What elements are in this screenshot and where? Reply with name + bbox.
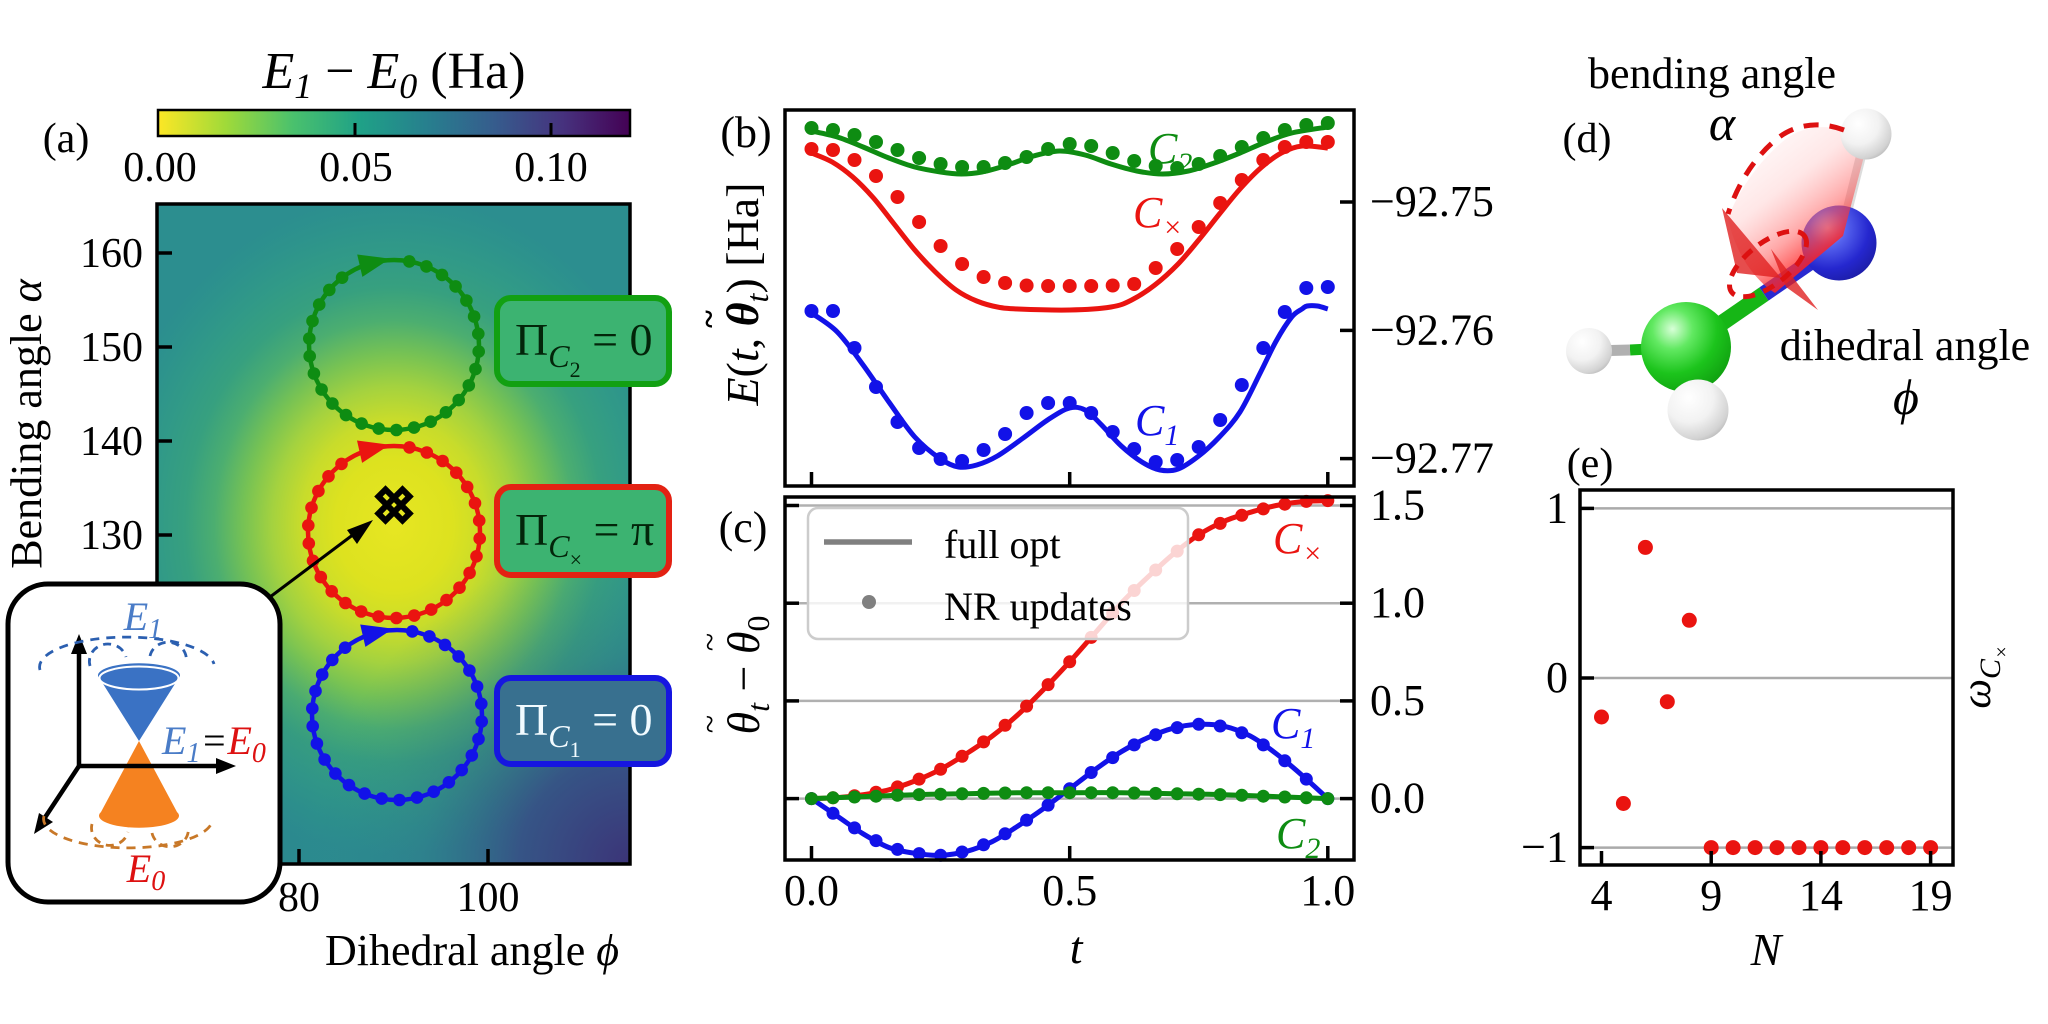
svg-text:NR updates: NR updates [944,584,1132,629]
svg-text:bending angle: bending angle [1588,49,1836,98]
svg-text:14: 14 [1799,871,1843,920]
svg-text:1.0: 1.0 [1370,578,1425,627]
svg-text:θt − θ0: θt − θ0 [718,615,776,734]
svg-text:−92.76: −92.76 [1370,305,1494,354]
svg-text:0.05: 0.05 [319,145,393,191]
svg-text:~: ~ [692,715,729,733]
svg-text:~: ~ [691,310,728,328]
svg-text:ϕ: ϕ [1893,369,1919,425]
svg-text:1: 1 [1546,483,1568,532]
svg-text:0.00: 0.00 [123,145,197,191]
svg-text:1.5: 1.5 [1370,481,1425,530]
svg-text:E1 − E0 (Ha): E1 − E0 (Ha) [261,43,525,106]
svg-text:(e): (e) [1567,441,1614,487]
svg-text:α: α [1709,95,1737,151]
svg-text:dihedral angle: dihedral angle [1780,321,2030,370]
svg-text:160: 160 [80,231,143,277]
svg-text:(c): (c) [719,503,768,552]
svg-text:0.5: 0.5 [1042,866,1097,915]
svg-text:150: 150 [80,325,143,371]
svg-text:~: ~ [692,633,729,651]
svg-text:130: 130 [80,513,143,559]
svg-text:t: t [1070,922,1084,973]
svg-text:80: 80 [278,875,320,921]
svg-text:1.0: 1.0 [1300,866,1355,915]
svg-text:0.0: 0.0 [784,866,839,915]
svg-text:100: 100 [457,875,520,921]
svg-text:19: 19 [1909,871,1953,920]
svg-text:140: 140 [80,419,143,465]
svg-text:N: N [1750,924,1784,975]
svg-text:−92.75: −92.75 [1370,177,1494,226]
svg-text:0: 0 [1546,653,1568,702]
svg-text:(b): (b) [720,108,771,157]
svg-text:0.0: 0.0 [1370,774,1425,823]
svg-text:(d): (d) [1563,116,1612,162]
svg-text:E(t, θt) [Ha]: E(t, θt) [Ha] [717,182,775,406]
svg-text:9: 9 [1700,871,1722,920]
svg-text:4: 4 [1591,871,1613,920]
svg-text:Dihedral angle ϕ: Dihedral angle ϕ [325,926,619,975]
svg-text:−1: −1 [1521,823,1568,872]
svg-text:E1=E0: E1=E0 [161,718,266,769]
svg-text:0.5: 0.5 [1370,676,1425,725]
svg-text:−92.77: −92.77 [1370,434,1494,483]
svg-text:E1: E1 [123,594,162,645]
svg-text:(a): (a) [43,116,90,162]
svg-text:0.10: 0.10 [514,145,588,191]
svg-text:Bending angle α: Bending angle α [2,278,51,568]
svg-text:full opt: full opt [944,522,1061,567]
